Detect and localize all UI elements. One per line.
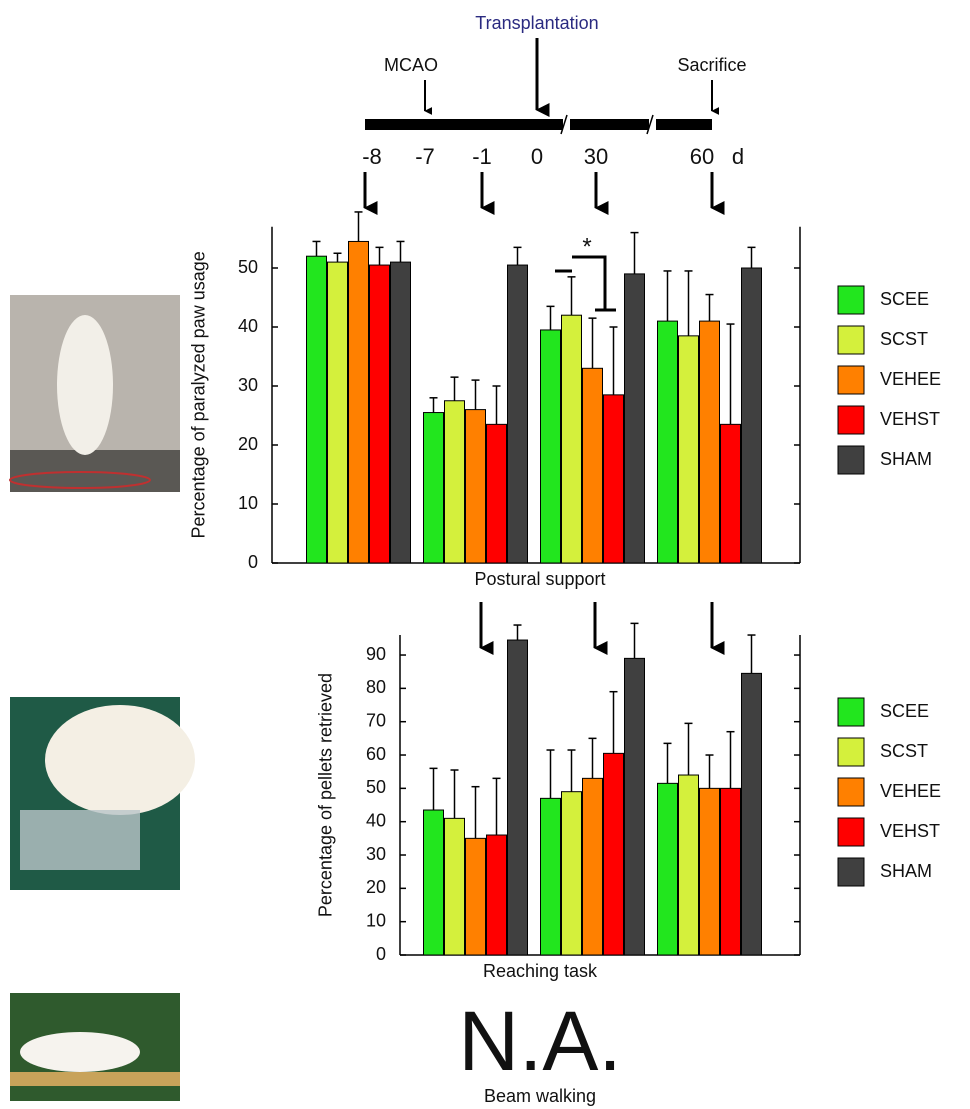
- bar: [583, 778, 603, 955]
- photo-beam-rat: [10, 993, 180, 1101]
- timeline-day: -1: [472, 144, 492, 169]
- y-tick-label: 20: [238, 434, 258, 454]
- y-axis-label: Percentage of pellets retrieved: [316, 673, 336, 917]
- bar: [466, 410, 486, 563]
- bar: [679, 775, 699, 955]
- bar: [391, 262, 411, 563]
- y-tick-label: 90: [366, 644, 386, 664]
- legend-label: SHAM: [880, 861, 932, 881]
- bar: [700, 788, 720, 955]
- legend-label: SCST: [880, 741, 928, 761]
- legend-swatch: [838, 326, 864, 354]
- y-tick-label: 80: [366, 677, 386, 697]
- y-tick-label: 50: [366, 777, 386, 797]
- legend-swatch: [838, 858, 864, 886]
- y-tick-label: 40: [366, 810, 386, 830]
- y-tick-label: 70: [366, 710, 386, 730]
- timeline-unit: d: [732, 144, 744, 169]
- y-tick-label: 0: [248, 552, 258, 572]
- legend-swatch: [838, 406, 864, 434]
- legend-swatch: [838, 446, 864, 474]
- bar: [679, 336, 699, 563]
- y-tick-label: 60: [366, 744, 386, 764]
- legend-label: SHAM: [880, 449, 932, 469]
- timeline-bar: [365, 119, 712, 130]
- timeline-day: -8: [362, 144, 382, 169]
- bar: [742, 268, 762, 563]
- y-tick-label: 10: [238, 493, 258, 513]
- bar: [658, 783, 678, 955]
- na-text: N.A.: [458, 994, 621, 1088]
- legend-swatch: [838, 738, 864, 766]
- y-tick-label: 10: [366, 910, 386, 930]
- bar: [307, 256, 327, 563]
- timeline-day: 60: [690, 144, 714, 169]
- timeline-day: 0: [531, 144, 543, 169]
- bar: [466, 838, 486, 955]
- timeline-title: Transplantation: [475, 13, 598, 33]
- y-axis-label: Percentage of paralyzed paw usage: [189, 251, 209, 538]
- bar: [487, 424, 507, 563]
- bar: [541, 330, 561, 563]
- legend-label: VEHEE: [880, 369, 941, 389]
- legend-swatch: [838, 698, 864, 726]
- legend-swatch: [838, 778, 864, 806]
- legend-label: VEHST: [880, 409, 940, 429]
- bar: [349, 241, 369, 563]
- bar: [424, 413, 444, 563]
- bar: [424, 810, 444, 955]
- bar: [700, 321, 720, 563]
- y-tick-label: 50: [238, 257, 258, 277]
- x-axis-label: Reaching task: [483, 961, 598, 981]
- y-tick-label: 30: [366, 844, 386, 864]
- legend-swatch: [838, 286, 864, 314]
- bar: [541, 798, 561, 955]
- timeline-day: 30: [584, 144, 608, 169]
- bar: [508, 265, 528, 563]
- legend-swatch: [838, 818, 864, 846]
- bar: [370, 265, 390, 563]
- bar: [625, 274, 645, 563]
- bar: [487, 835, 507, 955]
- significance-bracket: [555, 257, 616, 310]
- photo-reaching-rat: [10, 697, 195, 890]
- bar: [604, 395, 624, 563]
- photo-standing-rat: [10, 295, 180, 492]
- significance-label: *: [582, 233, 591, 260]
- bar: [604, 753, 624, 955]
- charts: 0 10 20 30 40 50 Percentage of paralyzed paw u…: [189, 212, 941, 981]
- timeline-day: -7: [415, 144, 435, 169]
- bar: [625, 658, 645, 955]
- legend-label: SCST: [880, 329, 928, 349]
- bar: [328, 262, 348, 563]
- legend-swatch: [838, 366, 864, 394]
- bar: [445, 818, 465, 955]
- figure: Transplantation MCAO Sacrifice -8 -7 -1 0 30 60 d…: [0, 0, 970, 1109]
- bar: [583, 368, 603, 563]
- bar: [508, 640, 528, 955]
- legend-label: VEHST: [880, 821, 940, 841]
- bar: [445, 401, 465, 563]
- beam-walking-label: Beam walking: [484, 1086, 596, 1106]
- bar: [721, 788, 741, 955]
- legend-label: SCEE: [880, 289, 929, 309]
- bar: [562, 792, 582, 955]
- y-tick-label: 0: [376, 944, 386, 964]
- bar: [742, 673, 762, 955]
- bar: [658, 321, 678, 563]
- bar: [562, 315, 582, 563]
- timeline: Transplantation MCAO Sacrifice -8 -7 -1 0 30 60 d: [362, 13, 746, 169]
- legend-label: VEHEE: [880, 781, 941, 801]
- x-axis-label: Postural support: [474, 569, 605, 589]
- y-tick-label: 30: [238, 375, 258, 395]
- y-tick-label: 20: [366, 877, 386, 897]
- bar: [721, 424, 741, 563]
- legend-label: SCEE: [880, 701, 929, 721]
- y-tick-label: 40: [238, 316, 258, 336]
- timeline-event: Sacrifice: [677, 55, 746, 75]
- timeline-event: MCAO: [384, 55, 438, 75]
